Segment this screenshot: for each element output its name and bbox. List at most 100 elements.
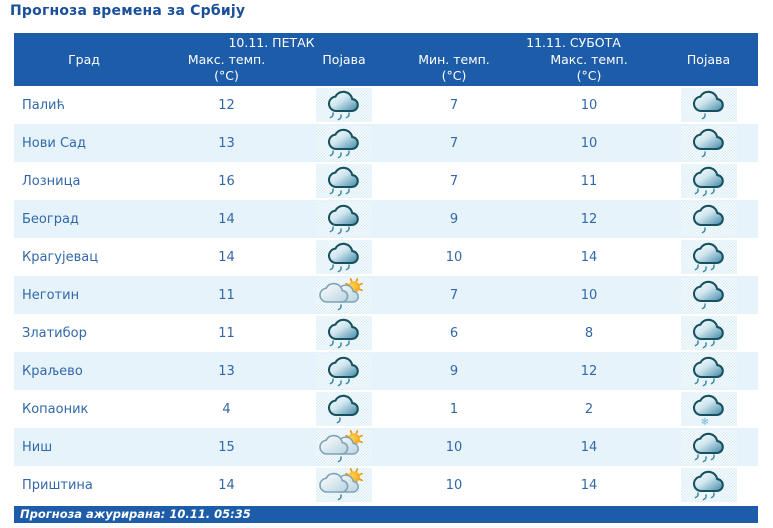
city-name: Ниш	[14, 428, 154, 466]
table-header: 10.11. ПЕТАК 11.11. СУБОТА Град Макс. те…	[14, 33, 758, 86]
sat-phenomenon-cell: ❄	[659, 390, 758, 428]
city-name: Београд	[14, 200, 154, 238]
fri-max-temp: 14	[218, 249, 235, 265]
sat-max-temp: 12	[519, 200, 659, 238]
weather-icon-light-rain	[316, 392, 372, 426]
fri-max-temp: 16	[218, 173, 235, 189]
weather-icon-rain	[316, 126, 372, 160]
weather-icon-light-rain	[680, 202, 737, 236]
forecast-table: 10.11. ПЕТАК 11.11. СУБОТА Град Макс. те…	[14, 33, 758, 504]
weather-icon-light-rain	[680, 278, 737, 312]
weather-icon-light-rain	[680, 88, 737, 122]
fri-phenomenon-cell	[299, 352, 389, 390]
fri-max-temp: 13	[154, 352, 299, 390]
sat-phenomenon-cell	[659, 352, 758, 390]
col-header-sat-phenomenon: Појава	[659, 51, 758, 86]
sat-min-temp: 10	[445, 477, 463, 493]
sat-min-temp: 7	[389, 276, 519, 314]
sat-phenomenon-cell	[659, 200, 758, 238]
weather-icon-rain	[680, 468, 737, 502]
city-name: Копаоник	[22, 401, 89, 417]
fri-max-temp: 4	[222, 401, 231, 417]
fri-phenomenon-cell	[299, 200, 389, 238]
weather-icon-rain	[316, 354, 372, 388]
fri-max-temp: 11	[154, 276, 299, 314]
sat-min-temp: 7	[389, 124, 519, 162]
day-header-friday: 10.11. ПЕТАК	[154, 33, 389, 51]
fri-phenomenon-cell	[299, 238, 389, 276]
table-row: Лозница 16 7 11	[14, 162, 758, 200]
col-header-fri-phenomenon: Појава	[299, 51, 389, 86]
col-header-sat-max: Макс. темп. (°C)	[519, 51, 659, 86]
fri-max-temp: 14	[218, 477, 235, 493]
weather-icon-rain	[680, 240, 737, 274]
city-name: Приштина	[22, 477, 93, 493]
weather-icon-rain	[316, 316, 372, 350]
table-row: Краљево 13 9 12	[14, 352, 758, 390]
svg-text:❄: ❄	[700, 417, 708, 426]
fri-phenomenon-cell	[299, 466, 389, 504]
sat-phenomenon-cell	[659, 466, 758, 504]
fri-max-temp: 11	[218, 325, 235, 341]
sat-max-temp: 10	[519, 276, 659, 314]
table-row: Београд 14 9 12	[14, 200, 758, 238]
sat-max-temp: 11	[580, 173, 598, 189]
sat-phenomenon-cell	[659, 162, 758, 200]
sat-phenomenon-cell	[659, 314, 758, 352]
weather-icon-rain	[316, 240, 372, 274]
day-header-saturday: 11.11. СУБОТА	[389, 33, 758, 51]
fri-phenomenon-cell	[299, 124, 389, 162]
sat-phenomenon-cell	[659, 124, 758, 162]
weather-icon-rain	[680, 316, 737, 350]
sat-phenomenon-cell	[659, 238, 758, 276]
sat-max-temp: 12	[519, 352, 659, 390]
sat-min-temp: 10	[445, 249, 463, 265]
fri-phenomenon-cell	[299, 276, 389, 314]
sat-min-temp: 7	[449, 173, 459, 189]
col-header-sat-min: Мин. темп. (°C)	[389, 51, 519, 86]
table-row: Крагујевац 14 10 14	[14, 238, 758, 276]
table-row: Нови Сад 13 7 10	[14, 124, 758, 162]
fri-max-temp: 15	[154, 428, 299, 466]
sat-max-temp: 14	[519, 428, 659, 466]
weather-icon-light-rain	[680, 126, 737, 160]
sat-min-temp: 9	[389, 200, 519, 238]
sat-min-temp: 7	[449, 97, 459, 113]
forecast-updated-bar: Прогноза ажурирана: 10.11. 05:35	[14, 506, 758, 523]
col-header-city: Град	[14, 51, 154, 86]
city-name: Неготин	[14, 276, 154, 314]
table-row: Приштина 14 10 14	[14, 466, 758, 504]
city-name: Крагујевац	[22, 249, 99, 265]
fri-max-temp: 12	[218, 97, 235, 113]
sat-min-temp: 9	[389, 352, 519, 390]
weather-icon-rain	[680, 354, 737, 388]
sat-phenomenon-cell	[659, 276, 758, 314]
table-row: Ниш 15 10 14	[14, 428, 758, 466]
unit-label: (°C)	[576, 68, 602, 83]
fri-phenomenon-cell	[299, 314, 389, 352]
sat-max-temp: 10	[580, 97, 598, 113]
unit-label: (°C)	[441, 68, 467, 83]
weather-icon-sun-light-rain	[316, 278, 372, 312]
sat-phenomenon-cell	[659, 86, 758, 124]
city-name: Краљево	[14, 352, 154, 390]
sat-min-temp: 10	[389, 428, 519, 466]
header-spacer	[14, 33, 154, 51]
fri-max-temp: 14	[154, 200, 299, 238]
col-header-fri-max: Макс. темп. (°C)	[154, 51, 299, 86]
fri-phenomenon-cell	[299, 162, 389, 200]
table-row: Златибор 11 6 8	[14, 314, 758, 352]
fri-phenomenon-cell	[299, 86, 389, 124]
weather-icon-sun-light-rain	[316, 468, 372, 502]
fri-phenomenon-cell	[299, 428, 389, 466]
unit-label: (°C)	[214, 68, 239, 83]
sat-phenomenon-cell	[659, 428, 758, 466]
weather-icon-rain	[680, 430, 737, 464]
table-body: Палић 12 7 10 Нови Сад 13 7 10	[14, 86, 758, 504]
weather-icon-rain	[680, 164, 737, 198]
page-title: Прогноза времена за Србију	[10, 3, 246, 19]
sat-min-temp: 6	[449, 325, 459, 341]
weather-icon-snow: ❄	[680, 392, 737, 426]
fri-phenomenon-cell	[299, 390, 389, 428]
sat-max-temp: 14	[580, 249, 598, 265]
